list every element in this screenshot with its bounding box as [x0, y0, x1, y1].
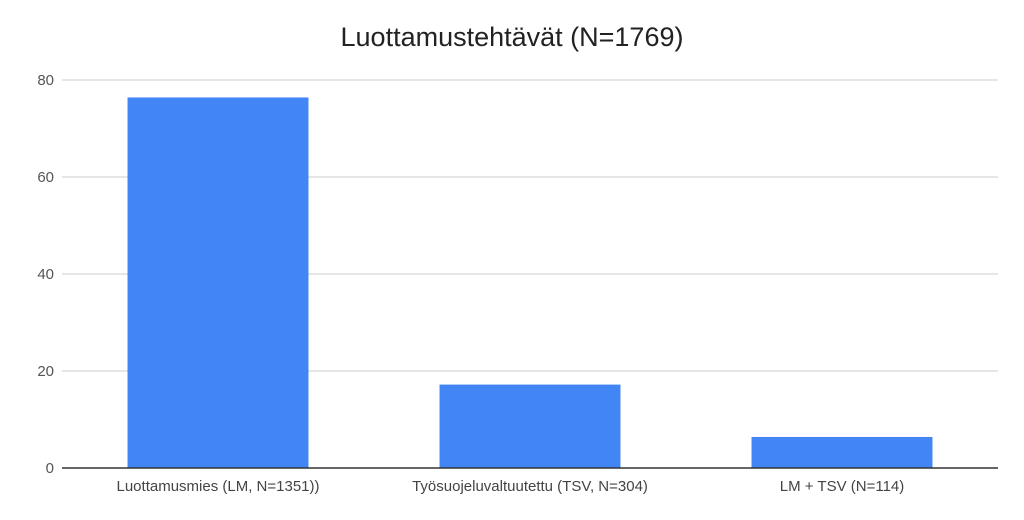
x-category-label-2: Työsuojeluvaltuutettu (TSV, N=304): [412, 478, 648, 495]
y-tick-label-80: 80: [37, 72, 54, 89]
chart-title: Luottamustehtävät (N=1769): [340, 22, 684, 52]
y-tick-label-60: 60: [37, 169, 54, 186]
labels: 0 20 40 60 80 Luottamusmies (LM, N=1351)) Työs…: [37, 72, 904, 495]
y-tick-label-0: 0: [46, 460, 54, 477]
x-category-label-1: Luottamusmies (LM, N=1351)): [117, 478, 320, 495]
bars: [127, 97, 933, 469]
x-category-label-3: LM + TSV (N=114): [780, 478, 905, 495]
y-tick-label-40: 40: [37, 266, 54, 283]
bar-1: [127, 97, 309, 469]
bar-3: [751, 436, 933, 468]
y-tick-label-20: 20: [37, 363, 54, 380]
bar-2: [439, 384, 621, 468]
